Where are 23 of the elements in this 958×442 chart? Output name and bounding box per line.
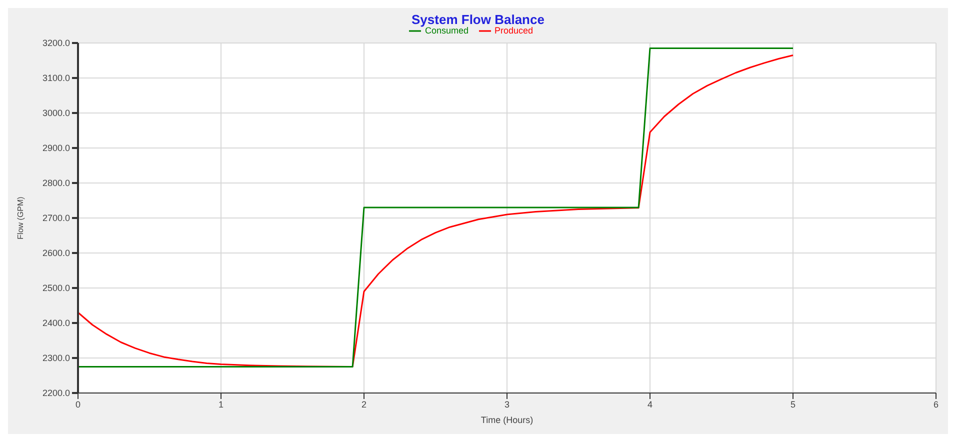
x-tick-label: 2 (361, 399, 367, 410)
x-tick-label: 6 (933, 399, 939, 410)
y-tick-label: 2500.0 (42, 283, 70, 294)
y-tick-label: 2900.0 (42, 143, 70, 154)
x-tick-label: 1 (218, 399, 224, 410)
y-tick-label: 3100.0 (42, 73, 70, 84)
x-axis-title: Time (Hours) (480, 415, 534, 425)
y-tick-label: 3000.0 (42, 108, 70, 118)
y-axis-title: Flow (GPM) (16, 196, 25, 240)
x-tick-label: 4 (647, 399, 653, 410)
y-tick-label: 3200.0 (42, 38, 70, 48)
legend-label: Consumed (424, 25, 468, 36)
x-tick-label: 3 (504, 399, 510, 410)
y-tick-label: 2300.0 (42, 353, 70, 364)
y-tick-label: 2200.0 (42, 388, 70, 398)
y-tick-label: 2800.0 (42, 178, 70, 188)
y-tick-label: 2600.0 (42, 248, 70, 258)
x-tick-label: 0 (75, 399, 81, 410)
chart-title: System Flow Balance (410, 11, 546, 27)
x-tick-label: 5 (790, 399, 796, 410)
y-tick-label: 2400.0 (42, 318, 70, 328)
legend-label: Produced (494, 25, 534, 36)
y-tick-label: 2700.0 (42, 213, 70, 224)
